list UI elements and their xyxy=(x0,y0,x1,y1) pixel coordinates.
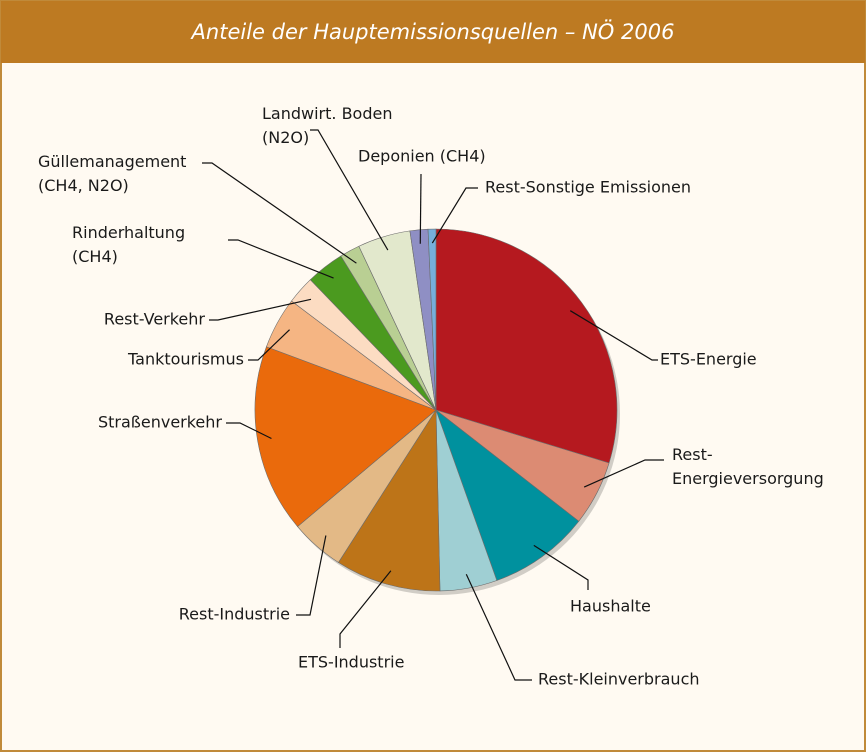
leader-line xyxy=(569,310,658,361)
leader-line xyxy=(296,535,327,616)
slice-label: Rest-Kleinverbrauch xyxy=(538,670,700,689)
leader-line xyxy=(533,544,589,590)
pie-slice xyxy=(427,228,437,411)
leader-line xyxy=(209,298,312,321)
leader-line xyxy=(310,129,389,251)
slice-label: Haushalte xyxy=(570,597,651,616)
slice-label: Tanktourismus xyxy=(127,350,244,369)
pie xyxy=(254,228,620,595)
slice-label: ETS-Industrie xyxy=(298,653,404,672)
slice-label: ETS-Energie xyxy=(660,350,757,369)
leader-line xyxy=(583,459,664,488)
leader-line xyxy=(228,239,334,279)
pie-slice xyxy=(338,409,441,592)
slice-label: Rest-Energieversorgung xyxy=(672,445,824,488)
header xyxy=(1,1,865,63)
leader-line xyxy=(419,173,422,244)
pie-slice xyxy=(254,346,437,527)
leader-line xyxy=(339,570,392,648)
leader-line xyxy=(248,329,290,361)
chart-title: Anteile der Hauptemissionsquellen – NÖ 2… xyxy=(190,19,675,44)
slice-label: Rest-Verkehr xyxy=(104,310,205,329)
pie-slice xyxy=(435,228,618,464)
slice-label: Güllemanagement (CH4, N2O) xyxy=(38,152,186,195)
labels: ETS-Energie Rest-Energieversorgung Haushal… xyxy=(38,104,824,689)
slice-label: Straßenverkehr xyxy=(98,413,222,432)
slice-label: Deponien (CH4) xyxy=(358,147,486,166)
slice-label: Rinderhaltung (CH4) xyxy=(72,223,185,266)
leader-line xyxy=(431,187,478,244)
slice-label: Landwirt. Boden (N2O) xyxy=(262,104,392,147)
leader-line xyxy=(465,573,532,681)
slice-label: Rest-Industrie xyxy=(179,605,290,624)
leader-line xyxy=(226,422,272,440)
pie-slice xyxy=(435,409,580,581)
slice-label: Rest-Sonstige Emissionen xyxy=(485,178,691,197)
leader-line xyxy=(202,162,357,264)
